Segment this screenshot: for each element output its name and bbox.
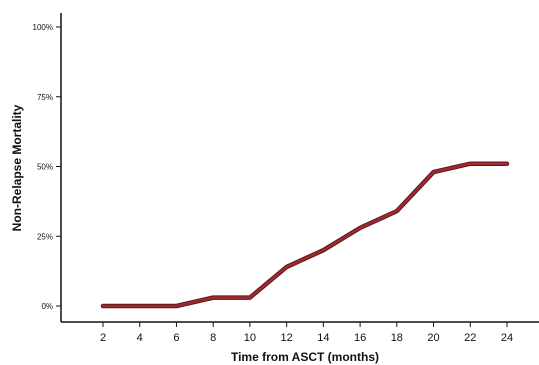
series-line-outline bbox=[100, 161, 510, 309]
x-tick-label: 8 bbox=[210, 332, 216, 344]
y-tick-label: 100% bbox=[33, 23, 53, 32]
y-axis: 0% 25% 50% 75% 100% bbox=[33, 13, 62, 322]
series-layer bbox=[100, 161, 510, 309]
series-line bbox=[101, 162, 509, 308]
y-tick-group: 0% 25% 50% 75% 100% bbox=[33, 23, 61, 311]
x-tick-label: 14 bbox=[317, 332, 329, 344]
x-tick-label: 18 bbox=[391, 332, 403, 344]
x-tick-label: 2 bbox=[100, 332, 106, 344]
y-tick-label: 50% bbox=[37, 163, 53, 172]
y-tick-label: 25% bbox=[37, 232, 53, 241]
y-tick-label: 75% bbox=[37, 93, 53, 102]
x-tick-label: 16 bbox=[354, 332, 366, 344]
x-tick-label: 4 bbox=[137, 332, 143, 344]
x-tick-label: 6 bbox=[173, 332, 179, 344]
y-axis-title: Non-Relapse Mortality bbox=[10, 104, 24, 231]
x-axis-title: Time from ASCT (months) bbox=[231, 350, 379, 364]
x-tick-label: 10 bbox=[244, 332, 256, 344]
x-tick-label: 22 bbox=[464, 332, 476, 344]
x-axis: 2 4 6 8 10 12 14 16 18 20 22 24 bbox=[61, 321, 539, 344]
x-tick-group: 2 4 6 8 10 12 14 16 18 20 22 24 bbox=[100, 322, 513, 344]
y-tick-label: 0% bbox=[41, 302, 53, 311]
x-tick-label: 20 bbox=[427, 332, 439, 344]
x-tick-label: 12 bbox=[281, 332, 293, 344]
x-tick-label: 24 bbox=[501, 332, 513, 344]
